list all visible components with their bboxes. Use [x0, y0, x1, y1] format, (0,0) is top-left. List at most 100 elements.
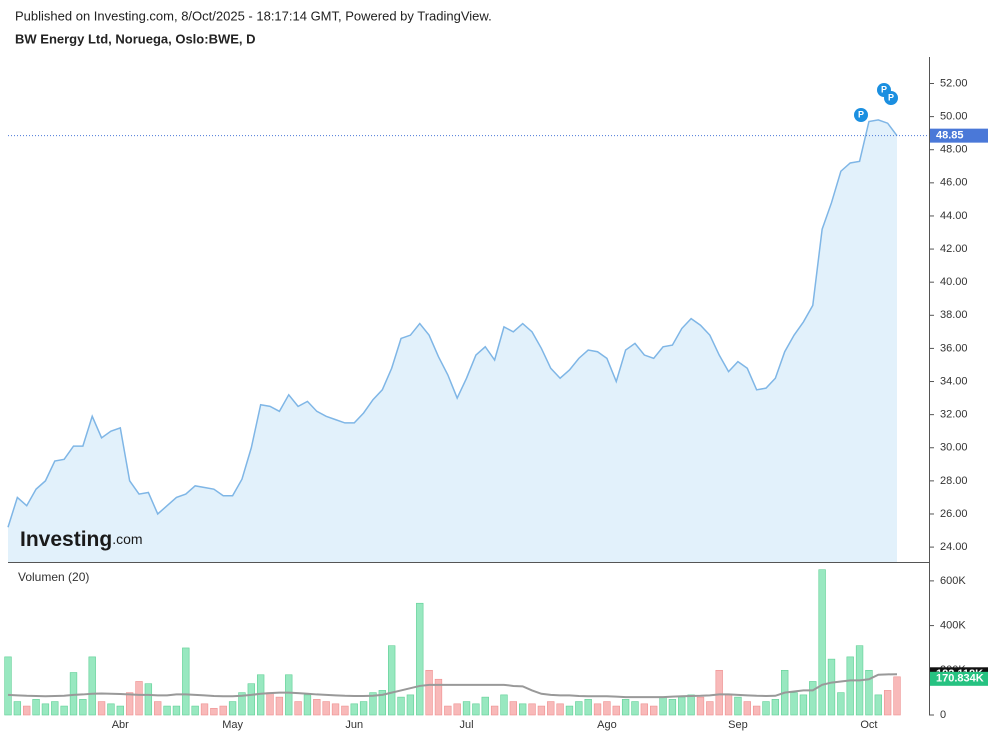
volume-bar	[678, 696, 686, 716]
volume-bar	[182, 647, 190, 716]
volume-bar	[69, 672, 78, 716]
volume-bar	[88, 656, 96, 716]
volume-bar	[331, 703, 340, 716]
volume-bar	[79, 699, 87, 716]
volume-bar	[519, 703, 527, 716]
volume-bar	[32, 699, 40, 716]
value-label: 170.834K	[936, 673, 984, 685]
volume-bar	[135, 681, 143, 716]
marker: P	[854, 108, 868, 122]
volume-bar	[388, 645, 396, 716]
volume-bar	[144, 683, 153, 716]
x-tick-label: May	[222, 719, 243, 731]
y-tick-label: 28.00	[940, 475, 968, 487]
volume-bar	[41, 703, 50, 716]
volume-bar	[509, 701, 517, 716]
x-tick-label: Abr	[112, 719, 129, 731]
volume-bar	[537, 705, 546, 716]
volume-bar	[668, 699, 677, 716]
value-label-bg	[930, 671, 988, 686]
volume-bar	[472, 703, 480, 716]
x-tick-label: Jul	[460, 719, 474, 731]
volume-bar	[425, 669, 433, 716]
volume-bar	[631, 701, 639, 716]
volume-bar	[247, 683, 255, 716]
volume-bar	[13, 701, 22, 716]
volume-bar	[462, 701, 471, 716]
volume-bar	[687, 694, 695, 716]
volume-bar	[528, 703, 536, 716]
volume-bar	[706, 701, 714, 716]
volume-bar	[397, 696, 405, 716]
volume-bar	[734, 696, 742, 716]
volume-bar	[369, 692, 377, 716]
volume-bar	[790, 692, 798, 716]
y-tick-label: 48.00	[940, 144, 968, 156]
y-tick-label: 400K	[940, 619, 966, 631]
volume-bar	[341, 705, 349, 716]
volume-bar	[303, 694, 312, 716]
volume-bar	[715, 669, 723, 716]
y-tick-label: 52.00	[940, 77, 968, 89]
volume-bar	[191, 705, 199, 716]
volume-bar	[762, 701, 770, 716]
volume-title: Volumen (20)	[18, 570, 89, 584]
volume-bar	[640, 703, 649, 716]
volume-bar	[444, 705, 452, 716]
volume-bar	[453, 703, 461, 716]
volume-bar	[874, 694, 882, 716]
y-tick-label: 38.00	[940, 309, 968, 321]
volume-bar	[238, 692, 246, 716]
volume-bar	[23, 705, 31, 716]
y-tick-label: 44.00	[940, 210, 968, 222]
volume-bar	[771, 699, 780, 716]
volume-bar	[97, 701, 106, 716]
y-tick-label: 40.00	[940, 276, 968, 288]
volume-bar	[547, 701, 555, 716]
marker-label: P	[888, 92, 894, 102]
volume-bar	[200, 703, 209, 716]
volume-bar	[612, 705, 620, 716]
x-tick-label: Sep	[728, 719, 748, 731]
volume-bar	[575, 701, 583, 716]
volume-bar	[865, 669, 873, 716]
logo: Investing.com	[20, 528, 143, 551]
logo-word: Investing	[20, 528, 112, 551]
logo-suffix: .com	[112, 531, 142, 547]
instrument-title: BW Energy Ltd, Noruega, Oslo:BWE, D	[15, 31, 256, 46]
volume-ma	[7, 673, 898, 699]
volume-bar	[603, 701, 611, 716]
volume-bar	[846, 656, 854, 716]
volume-bar	[809, 681, 817, 716]
volume-bar	[275, 696, 284, 716]
volume-bar	[696, 696, 705, 716]
value-label-bg	[930, 128, 988, 143]
volume-bar	[294, 701, 302, 716]
volume-bar	[359, 701, 368, 716]
volume-bar	[107, 703, 115, 716]
volume-bar	[210, 707, 218, 716]
volume-bar	[116, 705, 124, 716]
volume-bar	[285, 674, 293, 716]
marker-label: P	[881, 84, 887, 94]
volume-bar	[500, 694, 508, 716]
volume-bar	[406, 694, 415, 716]
volume-bar	[228, 701, 237, 716]
price-area	[8, 119, 897, 562]
volume-bar	[163, 705, 171, 716]
y-tick-label: 0	[940, 709, 946, 721]
plot-area: 24.00 26.00 28.00 30.00 32.00 34.00 36.00 38.00…	[4, 77, 988, 731]
volume-bar	[837, 692, 845, 716]
volume-bar	[650, 705, 658, 716]
volume-bar	[313, 699, 321, 716]
y-tick-label: 34.00	[940, 375, 968, 387]
y-tick-label: 600K	[940, 575, 966, 587]
volume-bar	[125, 692, 134, 716]
x-tick-label: Ago	[597, 719, 617, 731]
y-tick-label: 26.00	[940, 508, 968, 520]
volume-bar	[556, 703, 564, 716]
volume-bar	[593, 703, 602, 716]
volume-bar	[621, 699, 630, 716]
volume-bar	[893, 676, 901, 716]
marker: P	[884, 91, 898, 105]
